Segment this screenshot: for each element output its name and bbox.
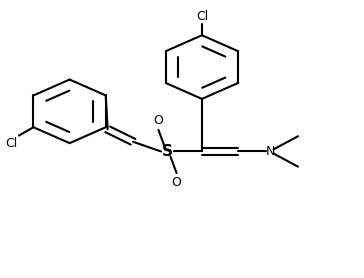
Text: O: O — [154, 113, 163, 126]
Text: Cl: Cl — [196, 10, 208, 23]
Text: O: O — [171, 176, 182, 189]
Text: S: S — [162, 144, 173, 159]
Text: N: N — [266, 145, 276, 158]
Text: Cl: Cl — [5, 137, 17, 150]
